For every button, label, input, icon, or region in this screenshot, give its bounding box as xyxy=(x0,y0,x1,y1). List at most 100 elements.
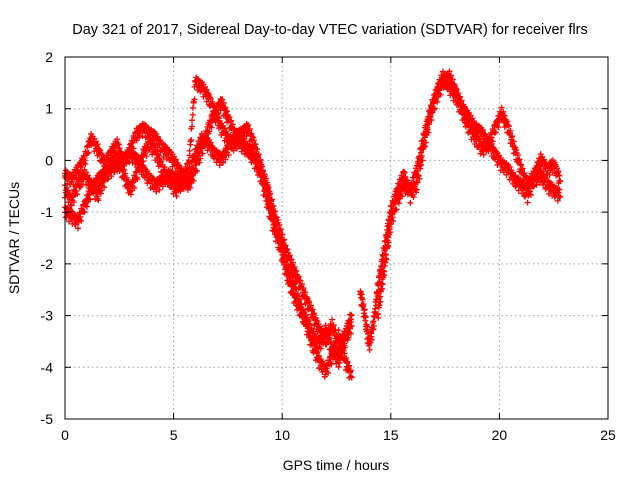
data-point xyxy=(325,369,332,376)
data-point xyxy=(211,102,218,109)
data-point xyxy=(500,108,507,115)
data-point xyxy=(189,165,196,172)
data-point xyxy=(322,322,329,329)
data-point xyxy=(302,289,309,296)
data-point xyxy=(338,354,345,361)
data-point xyxy=(222,104,229,111)
data-point xyxy=(257,167,264,174)
data-point xyxy=(420,142,427,149)
data-point xyxy=(192,157,199,164)
data-point xyxy=(525,187,532,194)
data-point xyxy=(219,96,226,103)
data-point xyxy=(254,160,261,167)
data-point xyxy=(310,311,317,318)
data-point xyxy=(133,137,140,144)
data-point xyxy=(209,98,216,105)
data-point xyxy=(302,312,309,319)
data-point xyxy=(259,173,266,180)
data-point xyxy=(98,151,105,158)
data-point xyxy=(292,291,299,298)
data-point xyxy=(126,159,133,166)
data-point xyxy=(217,155,224,162)
data-point xyxy=(185,157,192,164)
data-point xyxy=(508,134,515,141)
data-point xyxy=(275,235,282,242)
data-point xyxy=(306,299,313,306)
x-tick-label: 0 xyxy=(61,427,69,443)
x-tick-label: 20 xyxy=(492,427,508,443)
data-point xyxy=(557,193,564,200)
data-point xyxy=(294,295,301,302)
data-point xyxy=(284,247,291,254)
data-point xyxy=(136,166,143,173)
data-point xyxy=(190,177,197,184)
x-tick-label: 5 xyxy=(170,427,178,443)
data-point xyxy=(225,151,232,158)
data-point xyxy=(507,127,514,134)
y-tick-label: -1 xyxy=(41,204,54,220)
data-point xyxy=(81,154,88,161)
axis-ticks xyxy=(64,56,609,420)
data-point xyxy=(534,170,541,177)
data-point xyxy=(316,352,323,359)
data-point xyxy=(120,166,127,173)
data-point xyxy=(195,150,202,157)
data-point xyxy=(98,187,105,194)
data-point xyxy=(249,133,256,140)
data-point xyxy=(81,208,88,215)
data-point xyxy=(82,161,89,168)
data-point xyxy=(258,172,265,179)
data-point xyxy=(208,124,215,131)
y-tick-label: 1 xyxy=(45,101,53,117)
data-point xyxy=(281,236,288,243)
data-point xyxy=(97,190,104,197)
data-point xyxy=(68,202,75,209)
data-point xyxy=(184,160,191,167)
data-point xyxy=(173,193,180,200)
data-point xyxy=(381,272,388,279)
data-point xyxy=(388,210,395,217)
data-point xyxy=(220,159,227,166)
data-point xyxy=(297,277,304,284)
x-tick-label: 15 xyxy=(383,427,399,443)
data-point xyxy=(93,142,100,149)
data-point xyxy=(361,306,368,313)
data-point xyxy=(335,327,342,334)
data-point xyxy=(259,180,266,187)
data-point xyxy=(450,85,457,92)
data-point xyxy=(311,310,318,317)
data-point xyxy=(266,202,273,209)
data-point xyxy=(293,268,300,275)
data-point xyxy=(86,175,93,182)
data-point xyxy=(449,76,456,83)
data-point xyxy=(425,116,432,123)
data-point xyxy=(115,156,122,163)
data-point xyxy=(87,196,94,203)
data-point xyxy=(347,330,354,337)
data-point xyxy=(303,311,310,318)
data-point xyxy=(252,141,259,148)
data-point xyxy=(255,161,262,168)
data-point xyxy=(399,193,406,200)
data-point xyxy=(336,359,343,366)
data-point xyxy=(75,225,82,232)
data-point xyxy=(518,161,525,168)
data-point xyxy=(289,273,296,280)
data-point xyxy=(347,318,354,325)
data-point xyxy=(346,362,353,369)
data-point xyxy=(289,283,296,290)
data-point xyxy=(459,104,466,111)
data-point xyxy=(164,169,171,176)
data-point xyxy=(556,172,563,179)
data-point xyxy=(172,156,179,163)
data-point xyxy=(345,334,352,341)
data-point xyxy=(193,168,200,175)
data-point xyxy=(189,111,196,118)
data-point xyxy=(416,175,423,182)
data-point xyxy=(376,293,383,300)
data-point xyxy=(407,199,414,206)
data-point xyxy=(119,163,126,170)
data-point xyxy=(555,168,562,175)
data-point xyxy=(389,211,396,218)
